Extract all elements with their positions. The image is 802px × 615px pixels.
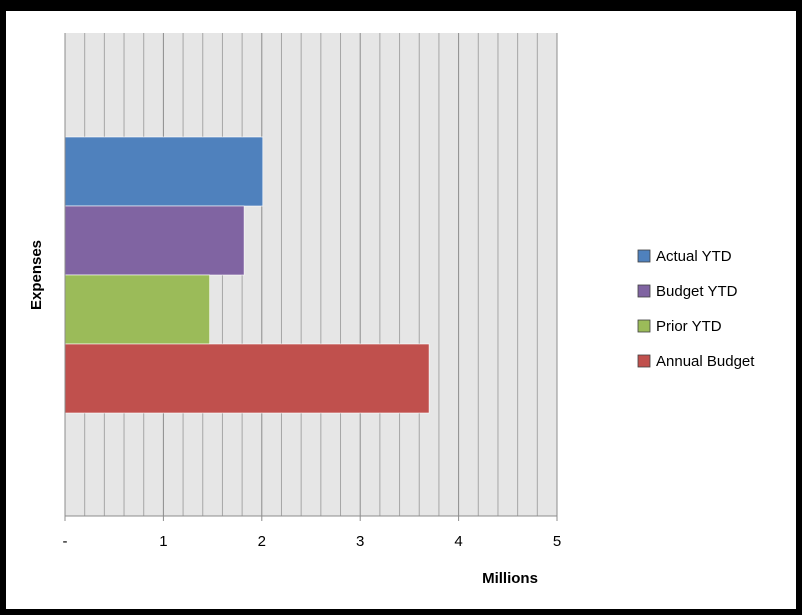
x-tick-label: 2 [258,533,266,550]
legend-swatch [637,354,651,368]
legend-swatch [637,284,651,298]
x-tick-label: 1 [159,533,167,550]
bar-budget-ytd [64,205,245,276]
axes: - 1 2 3 4 5 Millions Expenses [28,33,561,587]
bar-prior-ytd [64,274,210,345]
legend: Actual YTD Budget YTD Prior YTD Annual Budg… [637,248,755,370]
legend-swatch [637,249,651,263]
x-tick-label: 3 [356,533,364,550]
legend-swatch [637,319,651,333]
y-axis-title: Expenses [28,240,45,310]
bar-group [64,136,430,414]
legend-label: Annual Budget [656,353,755,370]
legend-label: Prior YTD [656,318,722,335]
bar-actual-ytd [64,136,264,207]
legend-label: Budget YTD [656,283,738,300]
legend-label: Actual YTD [656,248,732,265]
x-tick-label: 4 [454,533,462,550]
x-axis-title: Millions [482,570,538,587]
bar-annual-budget [64,343,430,414]
x-tick-label: 5 [553,533,561,550]
x-tick-label: - [63,533,68,550]
